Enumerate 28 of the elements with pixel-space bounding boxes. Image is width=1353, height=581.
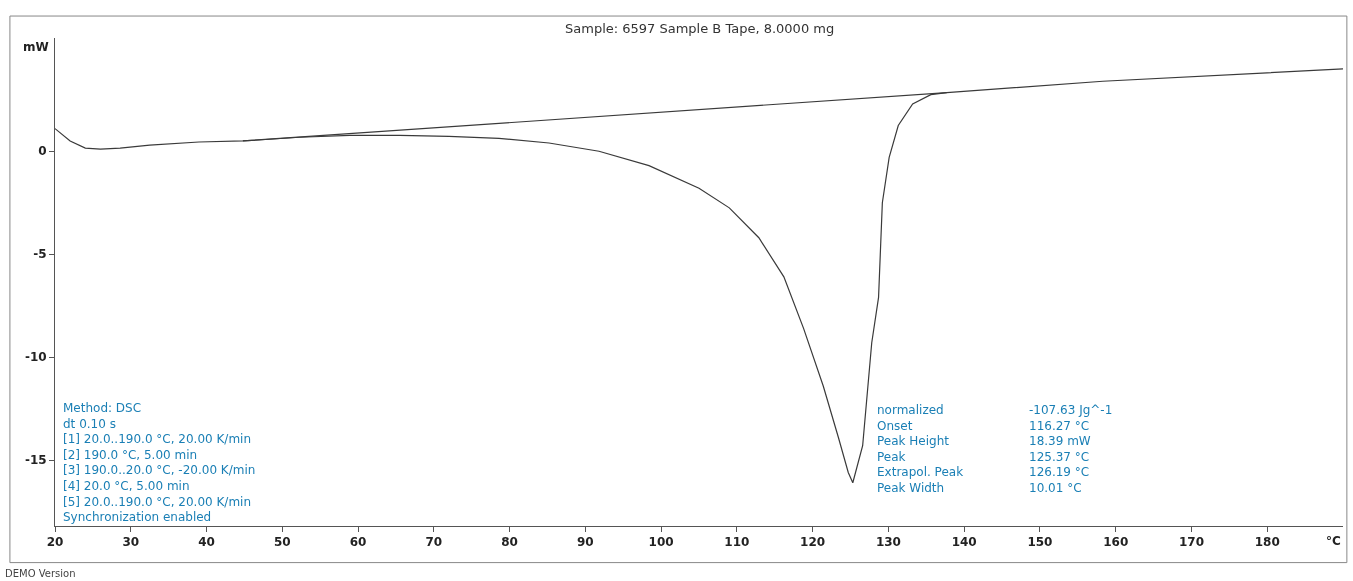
x-tick-label: 90 bbox=[577, 535, 594, 550]
x-tick-label: 50 bbox=[273, 535, 291, 550]
y-axis-title: mW bbox=[23, 40, 49, 54]
x-tick-label: 30 bbox=[122, 535, 140, 550]
x-tick-label: 160 bbox=[1103, 535, 1129, 550]
x-tick-label: 180 bbox=[1254, 535, 1280, 550]
x-tick-label: 150 bbox=[1027, 535, 1053, 550]
x-tick-label: 70 bbox=[425, 535, 443, 550]
chart-title: Sample: 6597 Sample B Tape, 8.0000 mg bbox=[565, 21, 835, 36]
x-tick-label: 140 bbox=[951, 535, 977, 550]
x-tick-label: 120 bbox=[800, 535, 826, 550]
annotation: Method: DSC dt 0.10 s [1] 20.0..190.0 °C, 20.00 K/min [2] 190.0 °C, 5.00 min [3] 190.0..20.0 °C, -20.00 K/min [4] 20.0 °C, 5.00 min [5] 20.0..190.0 °C, 20.00 K/min Synchronization enabled bbox=[63, 401, 256, 525]
x-tick-label: 100 bbox=[648, 535, 674, 550]
y-tick-label: -5 bbox=[33, 247, 47, 262]
y-tick-label: -15 bbox=[24, 453, 47, 468]
x-tick-label: 60 bbox=[349, 535, 367, 550]
x-tick-label: 130 bbox=[875, 535, 901, 550]
y-tick-label: -10 bbox=[24, 350, 47, 365]
x-tick-label: 20 bbox=[46, 535, 64, 550]
y-tick-label: 0 bbox=[38, 144, 47, 159]
annotation: -107.63 Jg^-1 116.27 °C 18.39 mW 125.37 °C 126.19 °C 10.01 °C bbox=[1029, 403, 1113, 495]
annotation: normalized Onset Peak Height Peak Extrapol. Peak Peak Width bbox=[877, 403, 964, 495]
x-tick-label: 110 bbox=[724, 535, 750, 550]
text: DEMO Version bbox=[5, 568, 76, 579]
x-tick-label: 170 bbox=[1178, 535, 1204, 550]
x-axis-title: °C bbox=[1326, 534, 1341, 548]
x-tick-label: 40 bbox=[198, 535, 215, 550]
x-tick-label: 80 bbox=[501, 535, 518, 550]
